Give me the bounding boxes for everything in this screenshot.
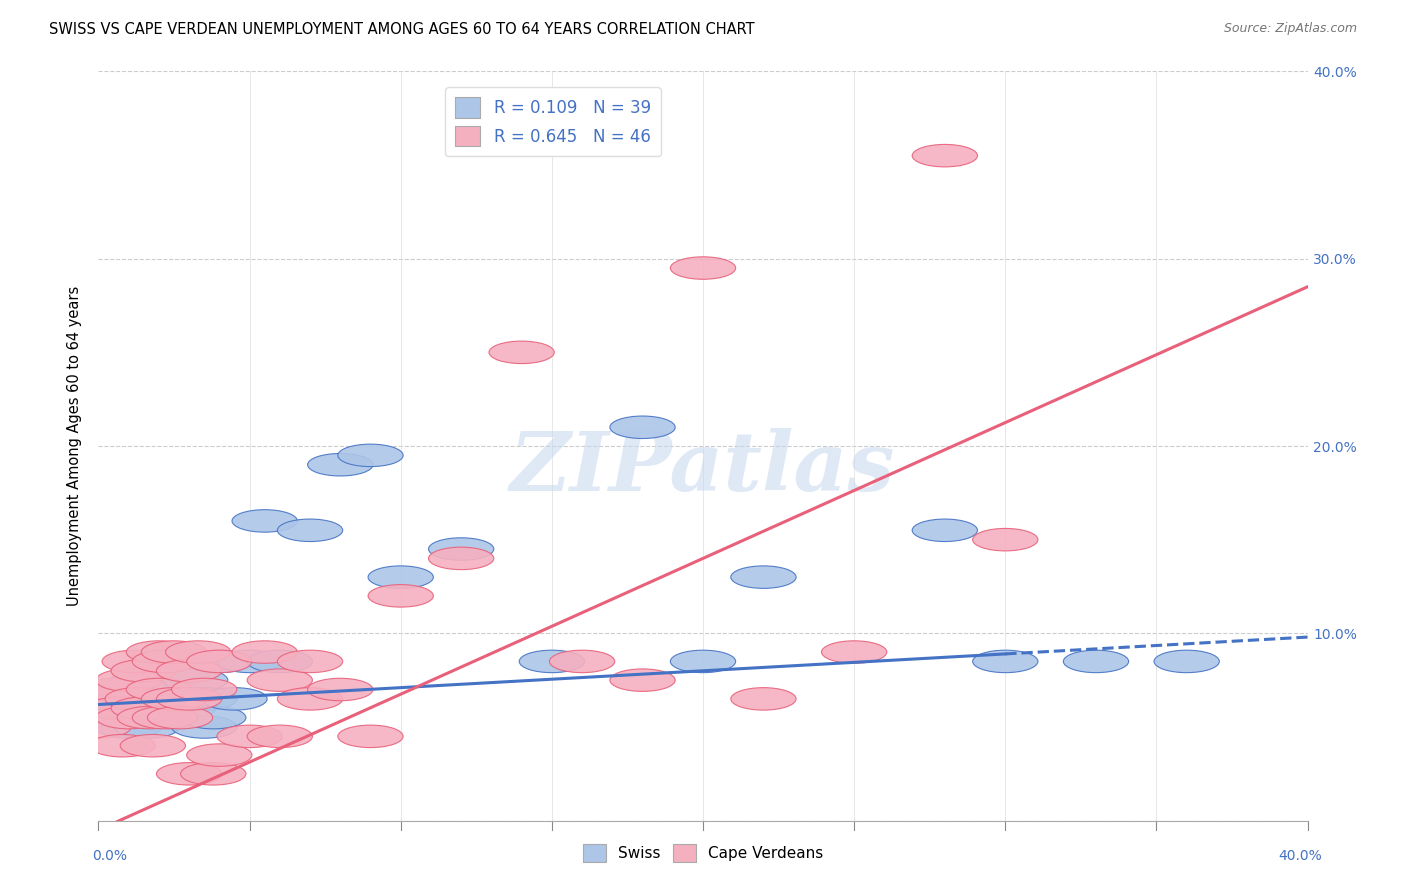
Ellipse shape: [111, 659, 176, 682]
Legend: Swiss, Cape Verdeans: Swiss, Cape Verdeans: [576, 838, 830, 868]
Ellipse shape: [163, 669, 228, 691]
Ellipse shape: [156, 659, 222, 682]
Ellipse shape: [105, 688, 170, 710]
Ellipse shape: [731, 566, 796, 589]
Ellipse shape: [277, 688, 343, 710]
Ellipse shape: [337, 444, 404, 467]
Text: SWISS VS CAPE VERDEAN UNEMPLOYMENT AMONG AGES 60 TO 64 YEARS CORRELATION CHART: SWISS VS CAPE VERDEAN UNEMPLOYMENT AMONG…: [49, 22, 755, 37]
Ellipse shape: [308, 678, 373, 701]
Ellipse shape: [90, 734, 155, 757]
Ellipse shape: [429, 538, 494, 560]
Ellipse shape: [308, 453, 373, 476]
Ellipse shape: [145, 706, 209, 729]
Ellipse shape: [142, 659, 207, 682]
Y-axis label: Unemployment Among Ages 60 to 64 years: Unemployment Among Ages 60 to 64 years: [67, 285, 83, 607]
Legend: R = 0.109   N = 39, R = 0.645   N = 46: R = 0.109 N = 39, R = 0.645 N = 46: [446, 87, 661, 156]
Ellipse shape: [217, 650, 283, 673]
Ellipse shape: [127, 678, 191, 701]
Ellipse shape: [180, 763, 246, 785]
Ellipse shape: [172, 678, 236, 701]
Ellipse shape: [132, 650, 198, 673]
Ellipse shape: [103, 650, 167, 673]
Ellipse shape: [610, 416, 675, 439]
Ellipse shape: [117, 706, 183, 729]
Ellipse shape: [610, 669, 675, 691]
Ellipse shape: [489, 341, 554, 364]
Ellipse shape: [120, 688, 186, 710]
Ellipse shape: [111, 669, 176, 691]
Text: ZIPatlas: ZIPatlas: [510, 428, 896, 508]
Ellipse shape: [1154, 650, 1219, 673]
Ellipse shape: [120, 734, 186, 757]
Ellipse shape: [202, 688, 267, 710]
Ellipse shape: [142, 640, 207, 664]
Ellipse shape: [111, 697, 176, 720]
Ellipse shape: [156, 688, 222, 710]
Ellipse shape: [232, 509, 297, 533]
Ellipse shape: [127, 697, 191, 720]
Ellipse shape: [127, 669, 191, 691]
Ellipse shape: [671, 257, 735, 279]
Ellipse shape: [217, 725, 283, 747]
Ellipse shape: [132, 706, 198, 729]
Ellipse shape: [96, 678, 162, 701]
Ellipse shape: [96, 706, 162, 729]
Ellipse shape: [187, 744, 252, 766]
Ellipse shape: [429, 547, 494, 570]
Ellipse shape: [550, 650, 614, 673]
Ellipse shape: [368, 584, 433, 607]
Ellipse shape: [187, 650, 252, 673]
Ellipse shape: [187, 650, 252, 673]
Ellipse shape: [912, 519, 977, 541]
Ellipse shape: [368, 566, 433, 589]
Ellipse shape: [127, 640, 191, 664]
Ellipse shape: [973, 528, 1038, 551]
Ellipse shape: [731, 688, 796, 710]
Ellipse shape: [114, 715, 180, 739]
Ellipse shape: [103, 697, 167, 720]
Text: Source: ZipAtlas.com: Source: ZipAtlas.com: [1223, 22, 1357, 36]
Ellipse shape: [247, 725, 312, 747]
Ellipse shape: [96, 669, 162, 691]
Ellipse shape: [132, 678, 198, 701]
Ellipse shape: [519, 650, 585, 673]
Ellipse shape: [671, 650, 735, 673]
Ellipse shape: [172, 688, 236, 710]
Ellipse shape: [82, 678, 146, 701]
Ellipse shape: [90, 706, 155, 729]
Ellipse shape: [277, 650, 343, 673]
Text: 0.0%: 0.0%: [93, 849, 127, 863]
Ellipse shape: [75, 688, 141, 710]
Ellipse shape: [96, 715, 162, 739]
Ellipse shape: [148, 706, 212, 729]
Ellipse shape: [150, 697, 215, 720]
Ellipse shape: [111, 697, 176, 720]
Ellipse shape: [156, 659, 222, 682]
Ellipse shape: [247, 669, 312, 691]
Ellipse shape: [156, 763, 222, 785]
Ellipse shape: [142, 688, 207, 710]
Ellipse shape: [337, 725, 404, 747]
Ellipse shape: [1063, 650, 1129, 673]
Ellipse shape: [912, 145, 977, 167]
Ellipse shape: [277, 519, 343, 541]
Ellipse shape: [166, 640, 231, 664]
Ellipse shape: [821, 640, 887, 664]
Text: 40.0%: 40.0%: [1278, 849, 1323, 863]
Ellipse shape: [66, 715, 131, 739]
Ellipse shape: [247, 650, 312, 673]
Ellipse shape: [172, 715, 236, 739]
Ellipse shape: [232, 640, 297, 664]
Ellipse shape: [87, 697, 152, 720]
Ellipse shape: [973, 650, 1038, 673]
Ellipse shape: [180, 706, 246, 729]
Ellipse shape: [82, 688, 146, 710]
Ellipse shape: [142, 688, 207, 710]
